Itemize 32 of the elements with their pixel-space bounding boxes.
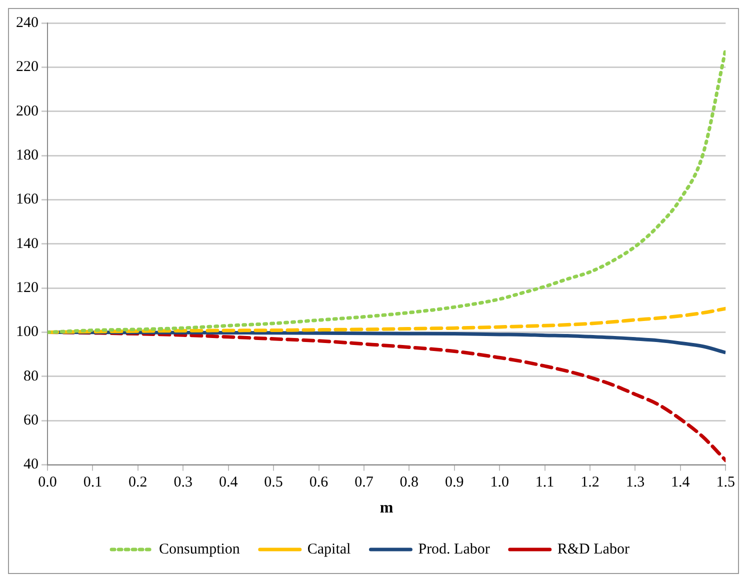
y-tick-label: 240 [16, 14, 38, 31]
x-tick-label: 0.1 [83, 474, 102, 491]
legend-label: R&D Labor [557, 541, 630, 558]
y-tick-label: 60 [24, 412, 38, 429]
y-tick-label: 160 [16, 192, 38, 208]
x-tick-label: 0.8 [400, 474, 419, 491]
y-tick-label: 180 [16, 147, 38, 164]
x-tick-label: 1.0 [490, 474, 509, 491]
x-tick-label: 0.9 [445, 474, 464, 491]
legend-label: Prod. Labor [418, 541, 490, 558]
y-tick-label: 220 [16, 59, 38, 76]
x-tick-label: 1.5 [716, 474, 735, 491]
x-tick-label: 0.6 [309, 474, 329, 491]
legend-label: Capital [307, 541, 351, 558]
x-tick-label: 1.1 [535, 474, 554, 491]
x-axis-title: m [380, 500, 394, 517]
x-tick-label: 1.3 [626, 474, 645, 491]
y-tick-label: 80 [24, 368, 38, 384]
y-tick-label: 120 [16, 280, 38, 296]
x-tick-label: 1.2 [580, 474, 600, 491]
y-tick-label: 100 [16, 324, 38, 340]
x-tick-label: 0.7 [354, 474, 374, 491]
x-tick-label: 0.2 [128, 474, 148, 491]
x-tick-label: 1.4 [671, 474, 690, 491]
x-tick-label: 0.4 [218, 474, 238, 491]
x-tick-label: 0.0 [38, 474, 57, 491]
x-tick-label: 0.5 [264, 474, 283, 491]
y-tick-label: 200 [16, 103, 38, 120]
y-tick-label: 140 [16, 236, 38, 252]
legend-label: Consumption [159, 541, 240, 558]
x-tick-label: 0.3 [174, 474, 192, 491]
y-tick-label: 40 [24, 456, 38, 473]
